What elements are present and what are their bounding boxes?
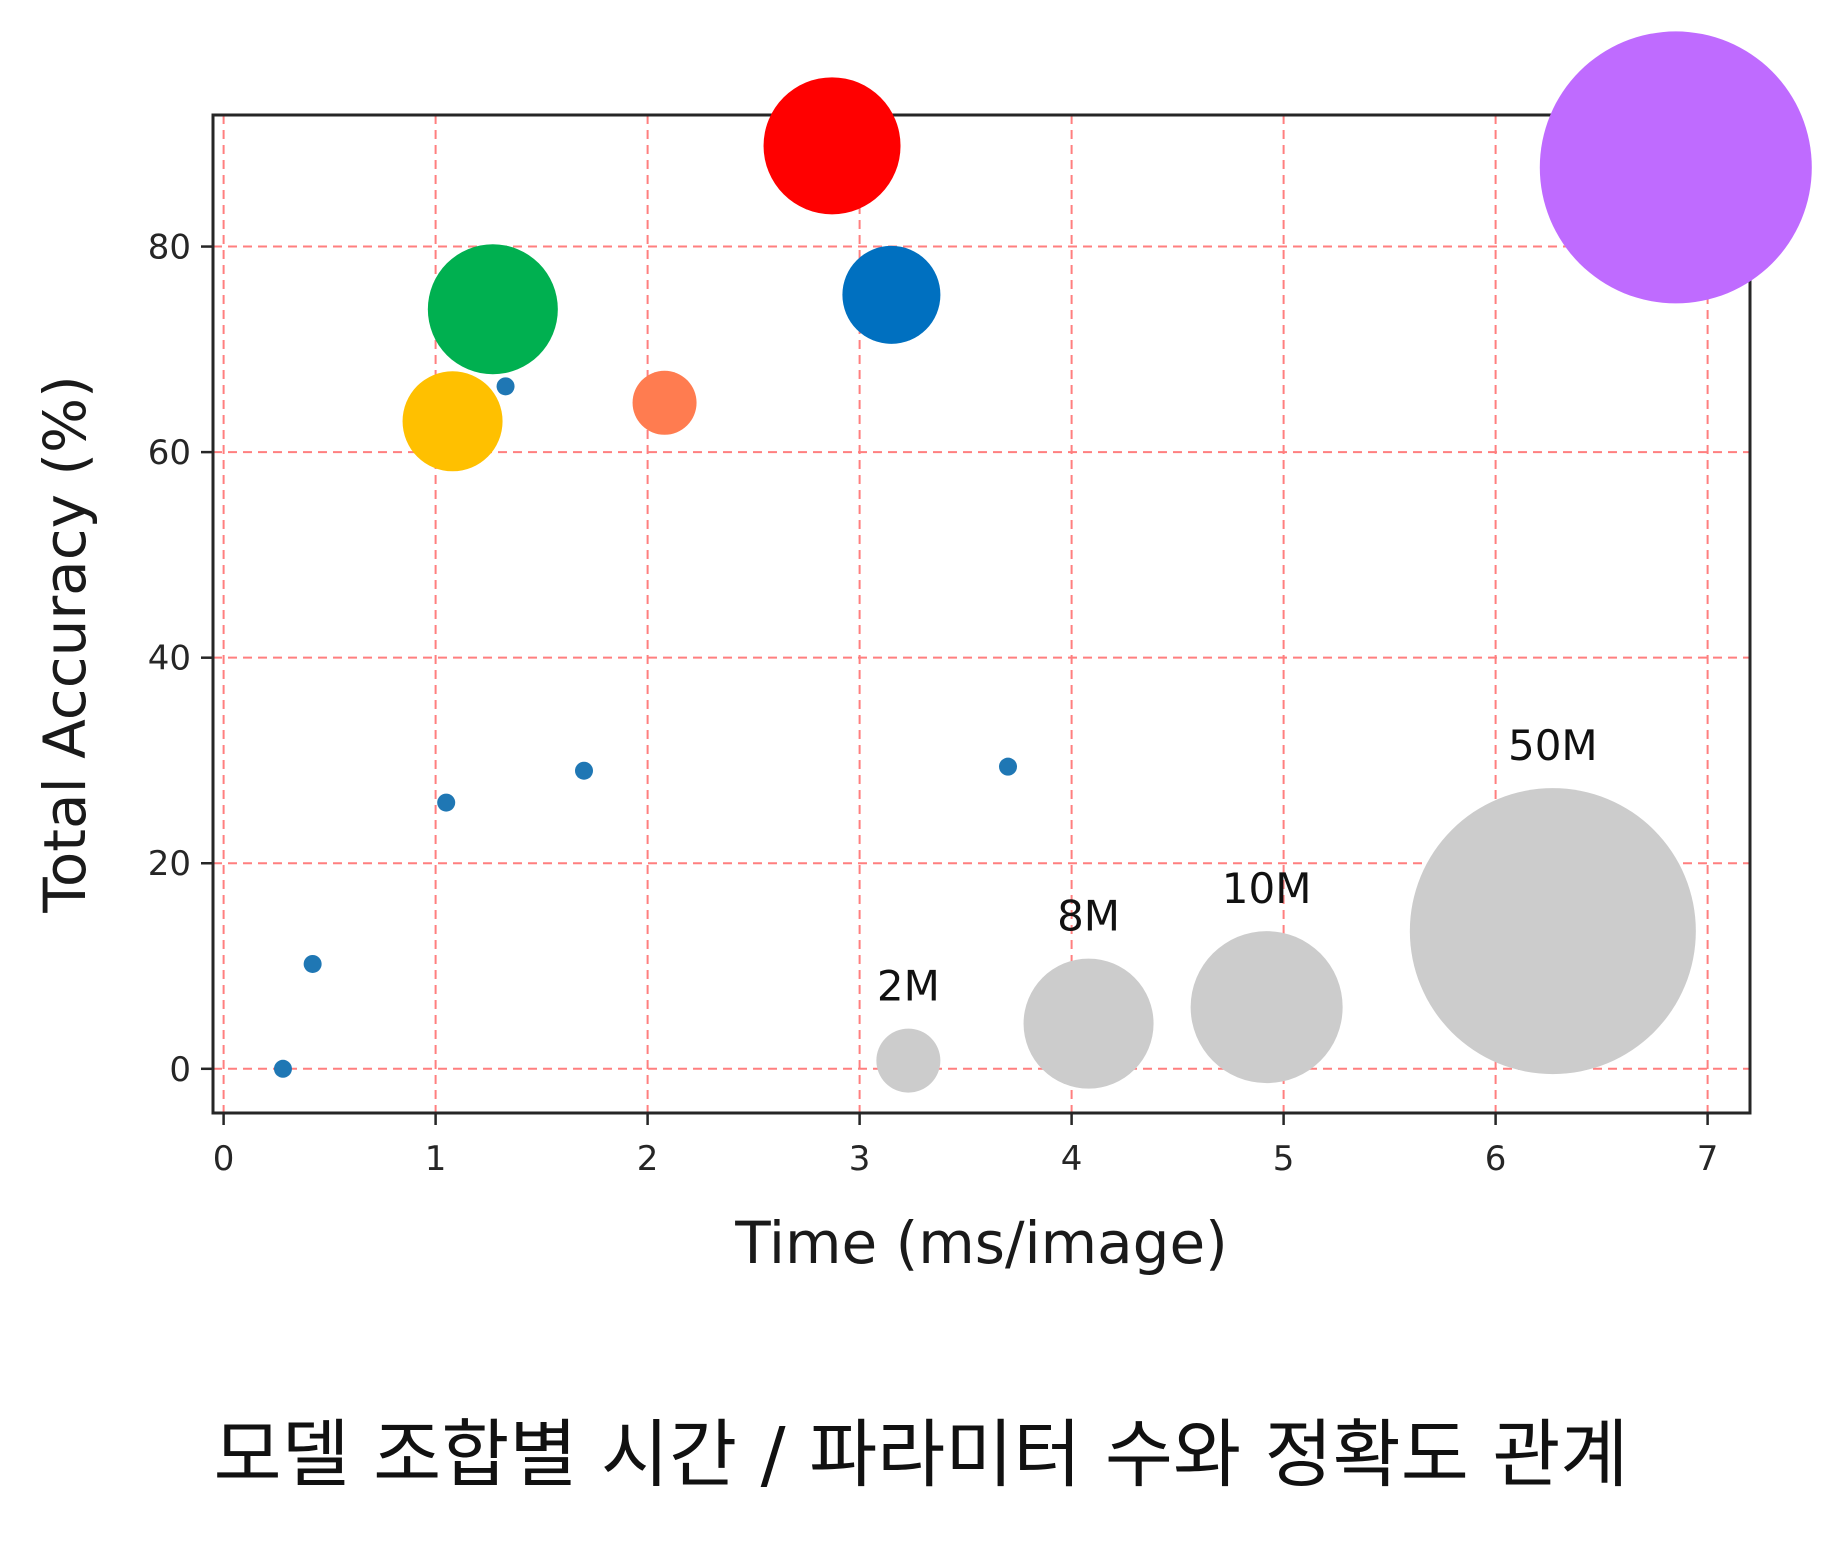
x-tick-label: 0 [213, 1139, 235, 1179]
y-tick-label: 60 [148, 433, 191, 473]
data-point [575, 761, 593, 780]
plot-area-frame [211, 113, 1752, 1115]
x-tick-label: 6 [1485, 1139, 1507, 1179]
x-tick-label: 2 [637, 1139, 659, 1179]
y-tick-label: 40 [148, 639, 191, 679]
size-legend-label: 2M [877, 962, 940, 1011]
x-axis-label: Time (ms/image) [734, 1209, 1228, 1277]
model-bubble [842, 245, 941, 344]
y-tick-label: 20 [148, 844, 191, 884]
model-bubble [632, 370, 697, 435]
x-tick-label: 4 [1061, 1139, 1083, 1179]
size-legend-label: 50M [1508, 721, 1598, 770]
y-tick-label: 0 [169, 1050, 191, 1090]
x-tick-label: 3 [849, 1139, 871, 1179]
size-legend-label: 10M [1222, 864, 1312, 913]
data-point [273, 1059, 292, 1078]
y-axis-label: Total Accuracy (%) [31, 375, 99, 914]
size-legend-bubble [876, 1028, 941, 1093]
model-bubble [427, 244, 558, 375]
size-legend-bubble [1409, 788, 1696, 1075]
data-point [437, 793, 456, 812]
size-legend-label: 8M [1057, 892, 1120, 941]
figure-caption: 모델 조합별 시간 / 파라미터 수와 정확도 관계 [213, 1412, 1629, 1498]
size-legend: 2M 8M 10M 50M [876, 721, 1696, 1093]
size-legend-bubble [1023, 958, 1154, 1089]
y-tick-label: 80 [148, 228, 191, 268]
data-point [999, 757, 1017, 776]
data-point [496, 377, 515, 396]
bubbles [402, 31, 1812, 472]
x-tick-label: 5 [1273, 1139, 1295, 1179]
size-legend-bubble [1190, 931, 1343, 1084]
model-bubble [763, 77, 901, 215]
x-tick-label: 7 [1697, 1139, 1719, 1179]
data-points [273, 377, 1017, 1078]
x-tick-label: 1 [425, 1139, 447, 1179]
data-point [303, 954, 322, 973]
model-bubble [402, 371, 503, 472]
model-bubble [1539, 31, 1812, 304]
axis-ticks: 0 1 2 3 4 5 6 7 0 20 40 60 80 [148, 228, 1719, 1179]
